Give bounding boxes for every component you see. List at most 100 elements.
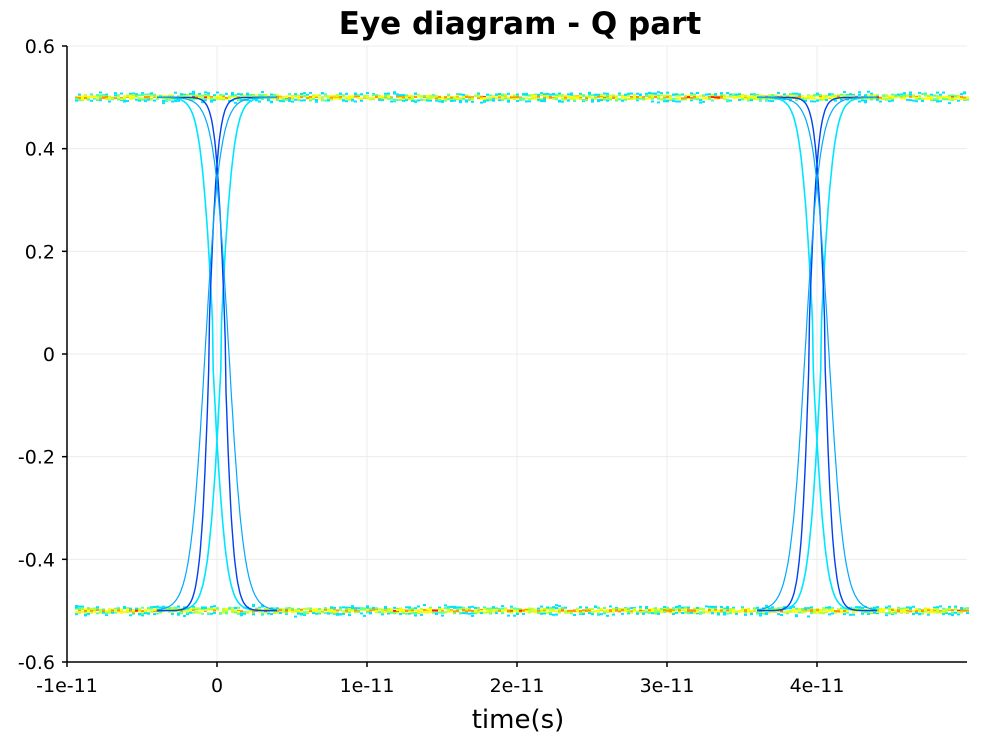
level-band-sample (684, 611, 687, 614)
level-band-sample (459, 606, 462, 609)
level-band-sample (924, 607, 927, 610)
level-band-sample (123, 97, 126, 100)
level-band-sample (477, 610, 480, 613)
level-band-sample (885, 95, 888, 98)
level-band-sample (210, 98, 213, 100)
level-band-sample (948, 102, 951, 105)
level-band-sample (288, 96, 291, 99)
level-band-sample (468, 606, 471, 609)
level-band-sample (318, 94, 321, 97)
level-band-sample (90, 99, 93, 102)
level-band-sample (93, 608, 96, 611)
level-band-sample (450, 100, 453, 102)
level-band-sample (543, 95, 546, 97)
level-band-sample (777, 91, 780, 94)
level-band-sample (552, 613, 555, 616)
level-band-sample (237, 610, 240, 613)
level-band-sample (699, 101, 702, 104)
level-band-sample (462, 608, 465, 611)
level-band-sample (201, 98, 204, 101)
level-band-sample (459, 99, 462, 102)
level-band-sample (780, 607, 783, 610)
level-band-sample (438, 606, 441, 609)
level-band-sample (264, 94, 267, 97)
level-band-sample (876, 612, 879, 615)
level-band-sample (327, 612, 330, 615)
level-band-sample (336, 96, 339, 99)
level-band-sample (600, 97, 603, 100)
level-band-sample (306, 612, 309, 615)
level-band-sample (588, 609, 591, 612)
level-band-sample (714, 93, 717, 96)
level-band-sample (186, 609, 189, 612)
level-band-sample (822, 95, 825, 98)
level-band-sample (318, 97, 321, 100)
level-band-sample (387, 610, 390, 613)
level-band-sample (597, 610, 600, 612)
level-band-sample (426, 99, 429, 102)
level-band-sample (429, 95, 432, 98)
level-band-sample (636, 611, 639, 614)
level-band-sample (156, 95, 159, 98)
level-band-sample (624, 96, 627, 99)
level-band-sample (462, 93, 465, 96)
level-band-sample (498, 96, 501, 99)
level-band-sample (102, 608, 105, 611)
level-band-sample (615, 98, 618, 101)
level-band-sample (210, 605, 213, 608)
level-band-sample (579, 606, 582, 609)
level-band-sample (795, 99, 798, 102)
level-band-sample (405, 610, 408, 612)
level-band-sample (114, 607, 117, 610)
level-band-sample (894, 94, 897, 97)
level-band-sample (942, 613, 945, 616)
level-band-sample (516, 607, 519, 610)
level-band-sample (657, 610, 660, 613)
level-band-sample (399, 94, 402, 97)
level-band-sample (846, 95, 849, 98)
level-band-sample (861, 99, 864, 102)
level-band-sample (372, 608, 375, 611)
level-band-sample (435, 612, 438, 615)
level-band-sample (669, 609, 672, 612)
level-band-sample (309, 99, 312, 102)
level-band-sample (588, 95, 591, 98)
level-band-sample (576, 609, 579, 612)
level-band-sample (186, 611, 189, 614)
level-band-sample (801, 608, 804, 610)
level-band-sample (660, 94, 663, 97)
level-band-sample (888, 100, 891, 103)
level-band-sample (585, 97, 588, 100)
level-band-sample (249, 610, 252, 613)
level-band-sample (78, 611, 81, 614)
level-band-sample (450, 609, 453, 612)
level-band-sample (480, 95, 483, 98)
level-band-sample (117, 98, 120, 101)
level-band-sample (717, 96, 720, 99)
level-band-sample (315, 612, 318, 615)
level-band-sample (384, 97, 387, 100)
level-band-sample (102, 611, 105, 614)
level-band-sample (501, 611, 504, 614)
level-band-sample (237, 612, 240, 615)
level-band-sample (531, 95, 534, 98)
level-band-sample (912, 605, 915, 608)
level-band-sample (501, 97, 504, 100)
level-band-sample (429, 99, 432, 102)
y-tick-label: -0.4 (18, 549, 55, 571)
level-band-sample (648, 611, 651, 614)
level-band-sample (339, 97, 342, 100)
level-band-sample (531, 607, 534, 610)
level-band-sample (411, 95, 414, 98)
level-band-sample (204, 607, 207, 610)
level-band-sample (297, 95, 300, 98)
level-band-sample (771, 94, 774, 97)
level-band-sample (447, 95, 450, 98)
level-band-sample (213, 608, 216, 611)
level-band-sample (294, 609, 297, 612)
level-band-sample (648, 97, 651, 100)
level-band-sample (837, 94, 840, 97)
level-band-sample (252, 603, 255, 606)
level-band-sample (924, 97, 927, 100)
